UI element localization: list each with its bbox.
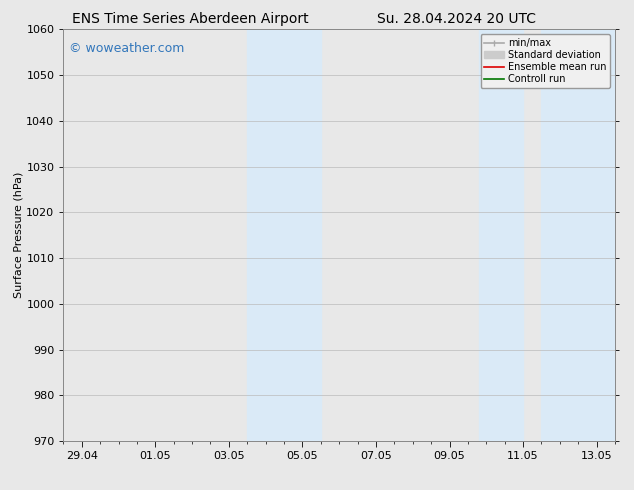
Text: © woweather.com: © woweather.com bbox=[69, 42, 184, 55]
Bar bbox=[541, 29, 615, 441]
Bar bbox=[247, 29, 321, 441]
Bar bbox=[479, 29, 523, 441]
Legend: min/max, Standard deviation, Ensemble mean run, Controll run: min/max, Standard deviation, Ensemble me… bbox=[481, 34, 610, 88]
Y-axis label: Surface Pressure (hPa): Surface Pressure (hPa) bbox=[13, 172, 23, 298]
Text: Su. 28.04.2024 20 UTC: Su. 28.04.2024 20 UTC bbox=[377, 12, 536, 26]
Text: ENS Time Series Aberdeen Airport: ENS Time Series Aberdeen Airport bbox=[72, 12, 309, 26]
